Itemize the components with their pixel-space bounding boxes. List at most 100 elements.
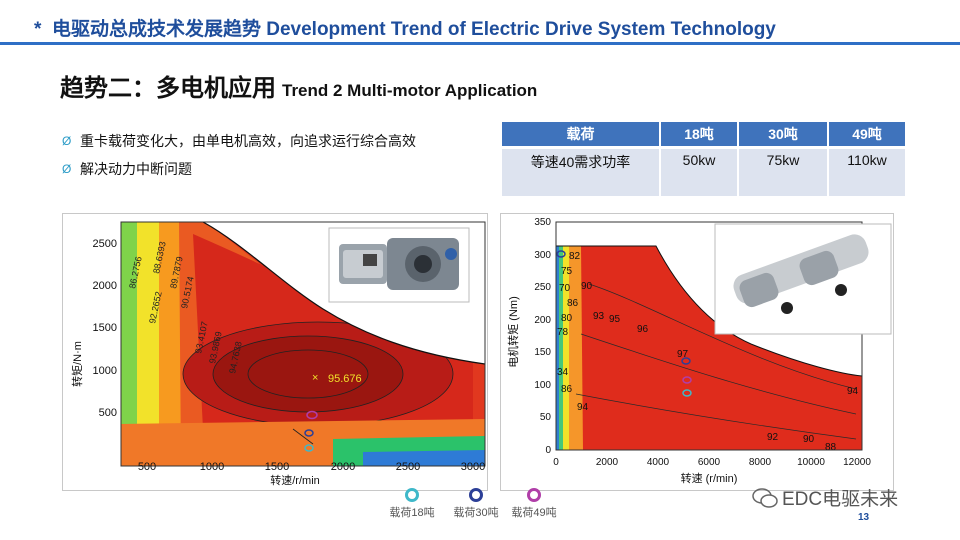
contour-label: 75	[561, 266, 573, 277]
operating-point-30t	[304, 429, 314, 437]
contour-label: 78	[557, 327, 569, 338]
efficiency-map-multi-motor: 82 75 70 90 86 80 93 95 96 78 34 86 94 9…	[500, 213, 894, 491]
x-tick: 0	[553, 457, 559, 468]
title-text: 电驱动总成技术发展趋势 Development Trend of Electri…	[51, 19, 776, 40]
x-tick: 10000	[797, 457, 825, 468]
y-tick: 250	[534, 282, 551, 293]
wechat-icon	[752, 487, 778, 508]
operating-point-start	[556, 250, 566, 258]
contour-label: 90	[581, 281, 593, 292]
bullet-item: Ø 解决动力中断问题	[62, 155, 416, 183]
bullet-item: Ø 重卡载荷变化大，由单电机高效，向追求运行综合高效	[62, 127, 416, 155]
y-tick: 2500	[93, 238, 117, 250]
y-tick: 350	[534, 217, 551, 228]
operating-point-30t	[681, 357, 691, 365]
contour-label: 90	[803, 434, 815, 445]
table-header: 载荷	[502, 122, 661, 148]
table-cell: 等速40需求功率	[502, 146, 661, 196]
left-map-svg: × 95.676 86.2756 88.6393 89.7879 90.5174…	[70, 221, 486, 487]
legend-49t: 载荷49吨	[494, 488, 574, 520]
left-ylabel: 转矩/N·m	[70, 341, 84, 387]
heading-english: Trend 2 Multi-motor Application	[282, 81, 538, 100]
table-header: 30吨	[738, 122, 829, 148]
title-star: *	[34, 19, 42, 40]
y-tick: 50	[540, 412, 552, 423]
peak-label: 95.676	[328, 373, 362, 385]
table-cell: 50kw	[660, 146, 739, 196]
contour-label: 88	[825, 442, 837, 453]
contour-label: 96	[637, 324, 649, 335]
contour-label: 94	[847, 386, 859, 397]
x-tick: 1000	[200, 461, 224, 473]
bullet-text: 重卡载荷变化大，由单电机高效，向追求运行综合高效	[80, 133, 416, 149]
contour-label: 82	[569, 251, 581, 262]
y-tick: 500	[99, 407, 117, 419]
y-tick: 150	[534, 347, 551, 358]
legend-18t: 载荷18吨	[372, 488, 452, 520]
x-tick: 8000	[749, 457, 772, 468]
left-map-plot: × 95.676 86.2756 88.6393 89.7879 90.5174…	[121, 222, 485, 466]
y-tick: 2000	[93, 280, 117, 292]
x-tick: 2000	[596, 457, 619, 468]
watermark-text: EDC电驱未来	[782, 489, 899, 510]
ring-icon	[527, 488, 541, 502]
legend-label: 载荷30吨	[453, 507, 499, 519]
motor-image-left	[328, 227, 470, 303]
right-ylabel: 电机转矩 (Nm)	[506, 296, 520, 368]
right-map-svg: 82 75 70 90 86 80 93 95 96 78 34 86 94 9…	[506, 217, 892, 485]
peak-marker-icon: ×	[312, 372, 318, 384]
bullet-list: Ø 重卡载荷变化大，由单电机高效，向追求运行综合高效 Ø 解决动力中断问题	[62, 127, 416, 183]
section-heading: 趋势二：多电机应用 Trend 2 Multi-motor Application	[60, 68, 537, 103]
left-xlabel: 转速/r/min	[270, 473, 320, 487]
y-tick: 0	[545, 445, 551, 456]
page-number: 13	[858, 512, 870, 523]
operating-point-49t	[306, 410, 318, 420]
efficiency-map-single-motor: × 95.676 86.2756 88.6393 89.7879 90.5174…	[62, 213, 488, 491]
contour-label: 86	[561, 384, 573, 395]
x-tick: 6000	[698, 457, 721, 468]
x-tick: 1500	[265, 461, 289, 473]
x-tick: 12000	[843, 457, 871, 468]
y-tick: 1500	[93, 322, 117, 334]
table-cell: 75kw	[738, 146, 829, 196]
bullet-text: 解决动力中断问题	[80, 161, 192, 177]
right-xlabel: 转速 (r/min)	[681, 471, 738, 485]
bullet-icon: Ø	[62, 134, 72, 148]
contour-label: 34	[557, 367, 569, 378]
contour-label: 80	[561, 313, 573, 324]
x-tick: 2500	[396, 461, 420, 473]
y-tick: 1000	[93, 365, 117, 377]
contour-label: 97	[677, 349, 689, 360]
table-header: 18吨	[660, 122, 739, 148]
contour-label: 93	[593, 311, 605, 322]
title-underline	[0, 42, 960, 45]
bullet-icon: Ø	[62, 162, 72, 176]
contour-label: 70	[559, 283, 571, 294]
contour-label: 94	[577, 402, 589, 413]
y-tick: 200	[534, 315, 551, 326]
contour-label: 92	[767, 432, 779, 443]
table-header: 49吨	[828, 122, 907, 148]
table-cell: 110kw	[828, 146, 907, 196]
x-tick: 4000	[647, 457, 670, 468]
load-power-table: 载荷 18吨 30吨 49吨 等速40需求功率 50kw 75kw 110kw	[502, 122, 907, 196]
table-header-row: 载荷 18吨 30吨 49吨	[502, 122, 907, 148]
y-tick: 100	[534, 380, 551, 391]
x-tick: 500	[138, 461, 156, 473]
slide-title: * 电驱动总成技术发展趋势 Development Trend of Elect…	[34, 14, 776, 41]
operating-point-18t	[304, 444, 314, 452]
operating-point-18t	[682, 389, 692, 397]
y-tick: 300	[534, 250, 551, 261]
x-tick: 3000	[461, 461, 485, 473]
title-bar: * 电驱动总成技术发展趋势 Development Trend of Elect…	[0, 0, 960, 45]
ring-icon	[405, 488, 419, 502]
x-tick: 2000	[331, 461, 355, 473]
legend-label: 载荷49吨	[511, 507, 557, 519]
operating-point-49t	[682, 376, 692, 384]
heading-chinese: 趋势二：多电机应用	[60, 75, 276, 102]
ring-icon	[469, 488, 483, 502]
legend-30t: 载荷30吨	[436, 488, 516, 520]
motor-image-right	[714, 223, 892, 335]
watermark: EDC电驱未来	[752, 484, 898, 511]
contour-label: 86	[567, 298, 579, 309]
